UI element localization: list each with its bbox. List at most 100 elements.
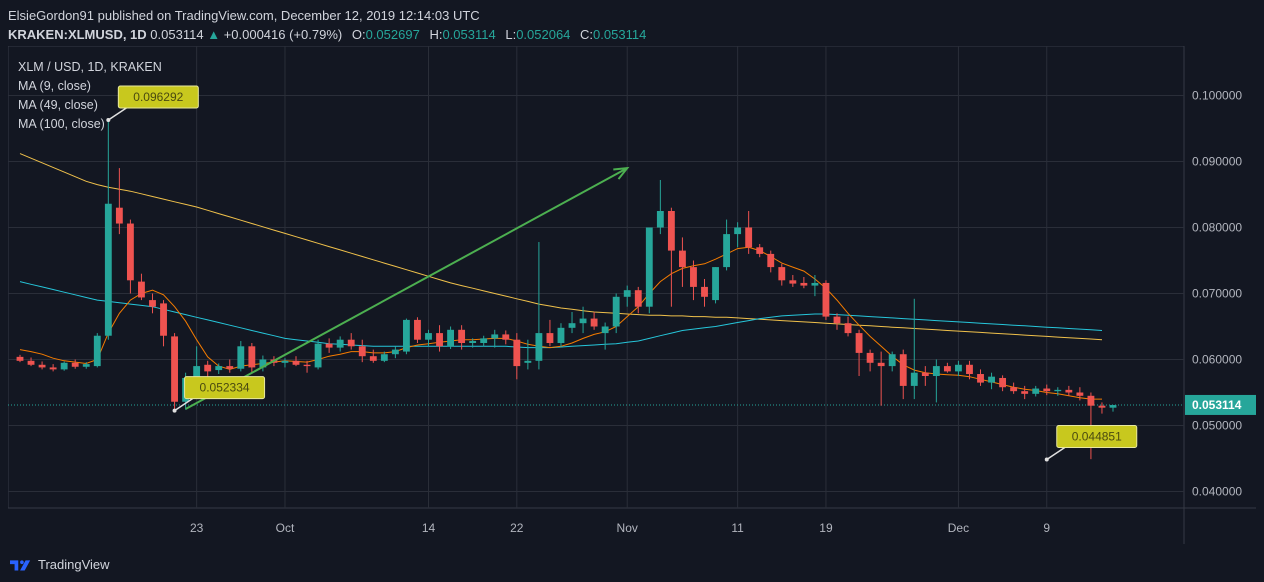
candle-body — [193, 366, 201, 378]
candle-body — [458, 329, 466, 343]
symbol-name: KRAKEN:XLMUSD, 1D — [8, 27, 147, 42]
x-tick-label: Oct — [276, 521, 295, 535]
legend-ma49[interactable]: MA (49, close) — [18, 98, 98, 112]
callout-box — [117, 85, 199, 109]
candle-body — [1010, 387, 1018, 392]
candle-body — [226, 366, 234, 369]
tradingview-logo-icon — [10, 559, 31, 570]
candle-body — [314, 343, 322, 368]
candle-body — [546, 333, 554, 343]
current-price-tag — [1185, 394, 1256, 415]
candle-body — [491, 334, 499, 339]
candle-body — [38, 364, 46, 368]
high-label: H: — [429, 27, 443, 42]
candle-body — [590, 318, 598, 327]
callout-pointer — [1046, 446, 1066, 461]
candle-body — [1098, 405, 1106, 408]
candle-body — [138, 281, 145, 298]
x-tick-label: 22 — [510, 521, 524, 535]
candle-body — [480, 338, 488, 343]
candle-body — [844, 323, 852, 334]
candle-body — [921, 372, 929, 376]
candle-body — [690, 267, 697, 287]
candle-body — [656, 211, 664, 228]
candle-body — [93, 335, 101, 367]
candle-body — [557, 327, 565, 343]
y-tick-label: 0.070000 — [1192, 287, 1242, 301]
candle-body — [634, 290, 642, 307]
candle-body — [358, 346, 366, 357]
trend-arrow-line — [185, 167, 628, 410]
candle-body — [149, 300, 156, 307]
candle-body — [1054, 389, 1062, 392]
last-price: 0.053114 — [150, 27, 204, 42]
candle-body — [789, 280, 797, 284]
candle-body — [988, 376, 995, 383]
x-tick-label: 19 — [819, 521, 833, 535]
candle-body — [237, 346, 245, 369]
candle-body — [932, 366, 940, 376]
legend-ma100[interactable]: MA (100, close) — [18, 117, 105, 131]
candle-body — [391, 349, 399, 355]
candle-body — [712, 267, 719, 301]
candle-body — [104, 203, 112, 336]
open-label: O: — [351, 27, 366, 42]
candle-body — [215, 366, 223, 371]
y-tick-label: 0.090000 — [1192, 155, 1242, 169]
candle-body — [126, 223, 134, 281]
candle-body — [601, 326, 609, 334]
candle-body — [701, 286, 708, 297]
candle-body — [303, 364, 311, 367]
footer-brand-text: TradingView — [38, 557, 110, 572]
candle-body — [160, 303, 167, 336]
candle-body — [767, 253, 775, 268]
candle-body — [1065, 389, 1073, 393]
candle-body — [910, 372, 918, 386]
candle-body — [436, 333, 443, 347]
candle-body — [369, 356, 377, 361]
candle-body — [667, 211, 675, 251]
candle-body — [1021, 391, 1029, 394]
candle-body — [60, 362, 68, 370]
candle-body — [1032, 388, 1040, 394]
candle-body — [513, 339, 521, 367]
candle-body — [380, 354, 388, 361]
candle-body — [469, 341, 477, 343]
candle-body — [325, 343, 333, 348]
candle-body — [811, 282, 819, 286]
candle-body — [612, 296, 620, 327]
ma100-line — [19, 153, 1103, 341]
candle-body — [943, 366, 951, 372]
callout-label: 0.096292 — [133, 90, 183, 104]
legend-ma9[interactable]: MA (9, close) — [18, 79, 91, 93]
symbol-line: KRAKEN:XLMUSD, 1D 0.053114 ▲ +0.000416 (… — [8, 25, 646, 44]
candle-body — [1043, 388, 1051, 392]
candle-body — [778, 267, 786, 281]
candle-body — [1109, 405, 1117, 408]
callout-box — [184, 376, 266, 400]
candle-body — [27, 360, 35, 365]
x-tick-label: 23 — [190, 521, 204, 535]
candle-body — [800, 282, 808, 286]
candle-body — [756, 247, 764, 254]
close-label: C: — [580, 27, 594, 42]
y-tick-label: 0.100000 — [1192, 89, 1242, 103]
callout-label: 0.052334 — [200, 381, 250, 395]
candle-body — [248, 346, 256, 368]
candle-body — [115, 207, 123, 224]
candle-body — [1087, 395, 1095, 406]
candle-body — [679, 250, 686, 268]
publisher-line: ElsieGordon91 published on TradingView.c… — [8, 8, 480, 23]
candle-body — [535, 333, 543, 361]
candle-body — [734, 227, 742, 235]
y-tick-label: 0.050000 — [1192, 419, 1242, 433]
low-label: L: — [505, 27, 517, 42]
close-value: 0.053114 — [593, 27, 647, 42]
candle-body — [899, 354, 907, 386]
chart-area[interactable]: 0.040000 0.050000 0.060000 0.070000 0.080000… — [7, 45, 1256, 544]
candle-body — [623, 290, 631, 297]
candle-body — [524, 360, 532, 363]
candle-body — [1076, 392, 1084, 396]
x-tick-label: Nov — [617, 521, 638, 535]
price-chart[interactable]: 0.040000 0.050000 0.060000 0.070000 0.080000… — [7, 45, 1256, 544]
